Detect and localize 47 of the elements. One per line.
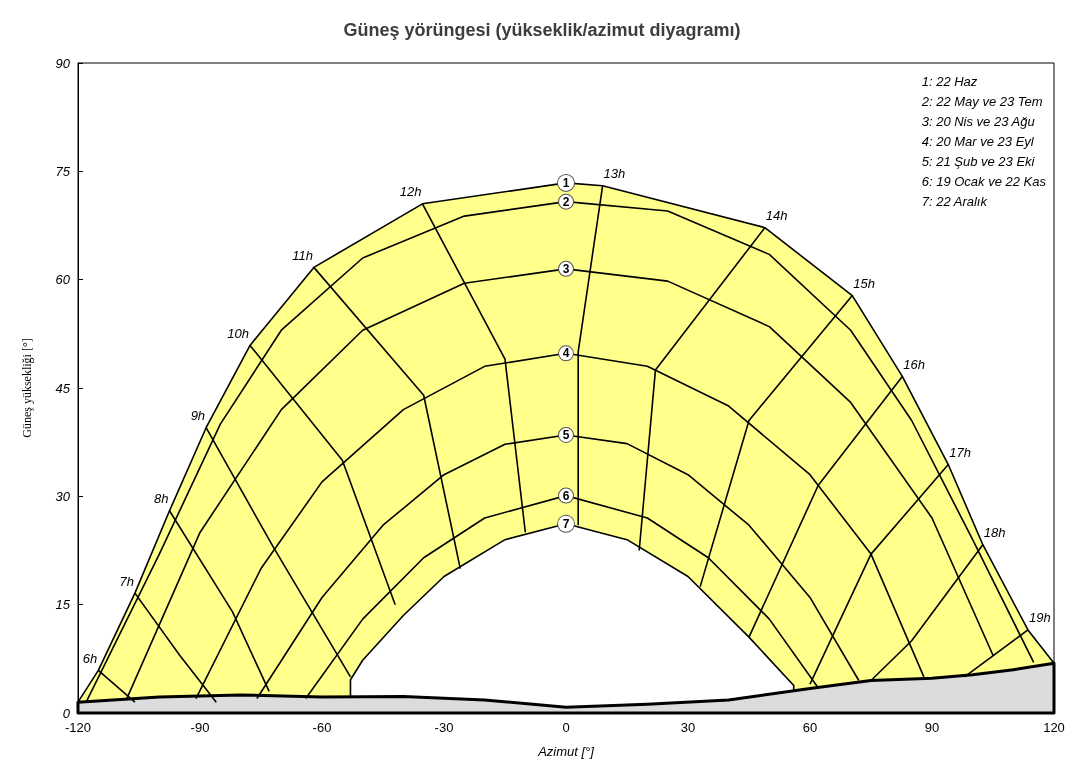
series-label: 2 — [562, 194, 570, 209]
x-tick-label: 120 — [1043, 720, 1065, 735]
annotation: 3: 20 Nis ve 23 Ağu — [921, 114, 1035, 129]
series-label: 10h — [227, 325, 250, 341]
y-tick-label: 60 — [55, 272, 71, 288]
series-label: 7h — [119, 573, 134, 589]
x-tick-label: 60 — [802, 720, 818, 735]
x-axis-title: Azimut [°] — [537, 744, 595, 759]
series-label: 14h — [765, 208, 788, 224]
y-tick-label: 15 — [55, 597, 71, 613]
annotation: 2: 22 May ve 23 Tem — [920, 94, 1043, 109]
series-label: 12h — [399, 184, 422, 200]
series-label: 18h — [983, 525, 1006, 541]
series-label: 8h — [154, 491, 169, 507]
series-label: 9h — [190, 408, 206, 424]
series-label: 13h — [603, 166, 626, 182]
y-tick-label: 90 — [55, 55, 71, 71]
series-label: 11h — [292, 247, 313, 263]
series-label: 4 — [562, 346, 570, 361]
series-label: 16h — [903, 356, 926, 372]
x-tick-label: -30 — [434, 720, 454, 735]
y-tick-label: 0 — [62, 705, 71, 721]
chart-title: Güneş yörüngesi (yükseklik/azimut diyagramı) — [343, 20, 741, 40]
series-label: 3 — [562, 261, 570, 276]
series-label: 5 — [562, 427, 570, 442]
y-tick-label: 75 — [55, 163, 71, 179]
series-label: 19h — [1028, 610, 1051, 626]
series-label: 1 — [562, 175, 570, 190]
annotation: 5: 21 Şub ve 23 Eki — [921, 154, 1036, 169]
y-tick-label: 45 — [55, 380, 71, 396]
annotation: 6: 19 Ocak ve 22 Kas — [921, 174, 1047, 189]
series-label: 6 — [562, 488, 570, 503]
x-tick-label: 0 — [562, 720, 570, 735]
x-tick-label: -60 — [312, 720, 332, 735]
annotation: 1: 22 Haz — [921, 74, 978, 89]
annotation: 7: 22 Aralık — [921, 194, 989, 209]
series-label: 15h — [853, 276, 875, 292]
x-tick-label: -120 — [64, 720, 92, 735]
x-tick-label: 30 — [680, 720, 696, 735]
y-tick-label: 30 — [55, 488, 71, 504]
x-tick-label: 90 — [924, 720, 940, 735]
series-label: 7 — [562, 516, 570, 531]
annotation: 4: 20 Mar ve 23 Eyl — [921, 134, 1035, 149]
x-tick-label: -90 — [190, 720, 210, 735]
series-label: 6h — [82, 650, 98, 666]
y-axis-title: Güneş yüksekliği [°] — [20, 338, 34, 438]
series-label: 17h — [949, 445, 971, 461]
